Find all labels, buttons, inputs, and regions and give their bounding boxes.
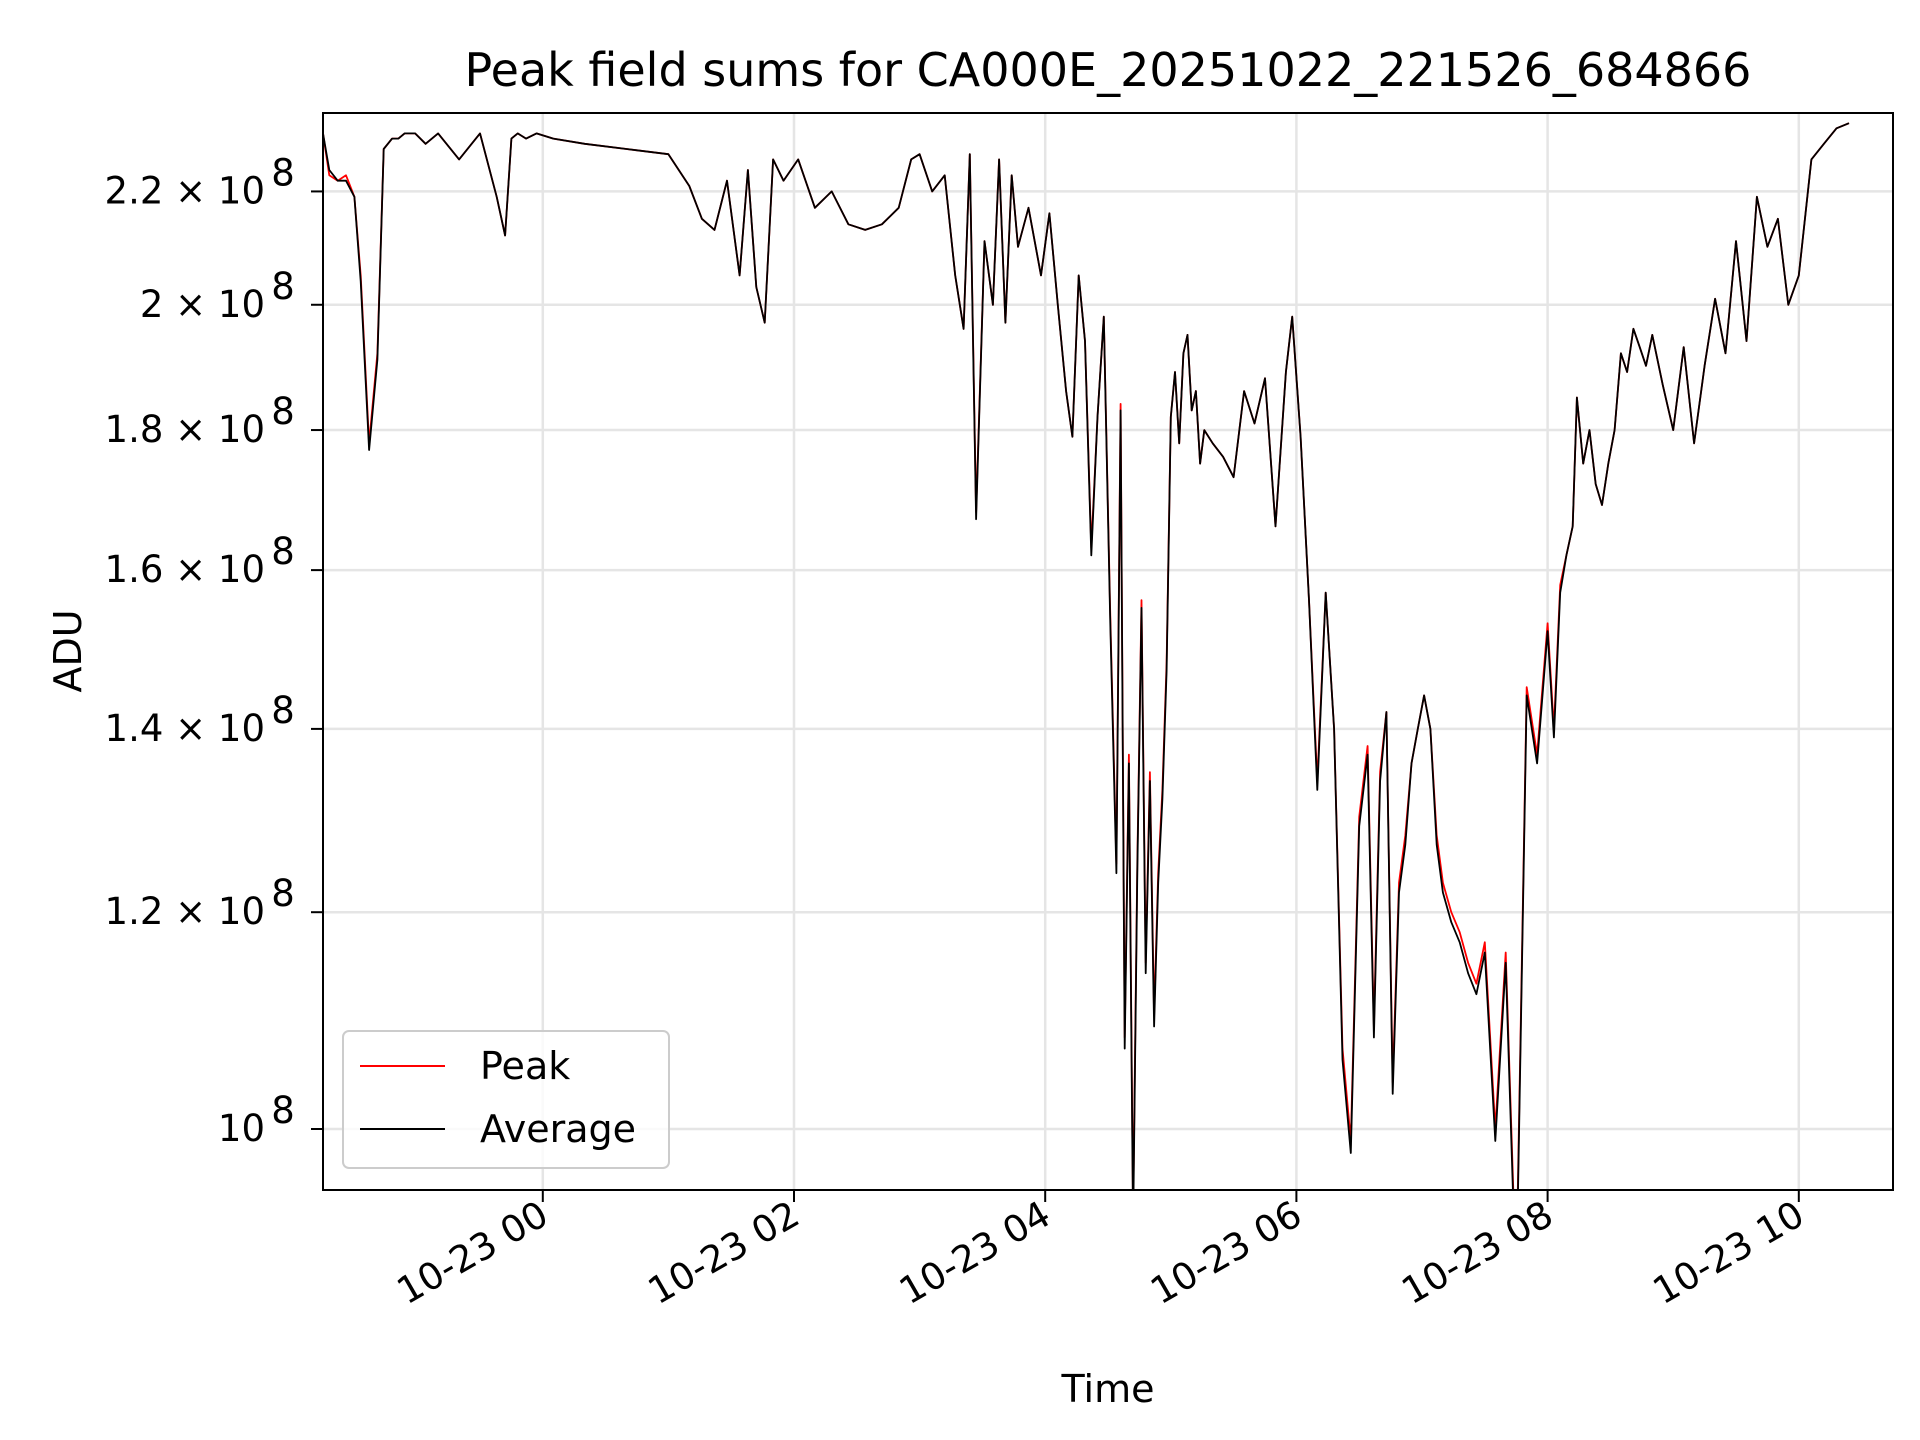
grid-layer (323, 113, 1893, 1190)
plot-area-frame (322, 112, 1894, 1191)
legend: Peak Average (342, 1030, 670, 1169)
y-tick-label: 1.6 × 10 (105, 548, 265, 591)
y-tick-exponent: 8 (271, 689, 295, 732)
series-line-average (323, 122, 1850, 1190)
x-axis-title: Time (1061, 1367, 1155, 1411)
legend-label-average: Average (480, 1107, 636, 1151)
y-tick-exponent: 8 (271, 872, 295, 915)
y-tick-label: 1.8 × 10 (105, 408, 265, 451)
y-tick-exponent: 8 (271, 265, 295, 308)
y-tick-exponent: 8 (271, 530, 295, 573)
y-tick-label: 1.4 × 10 (105, 707, 265, 750)
y-tick-label: 10 (218, 1107, 265, 1150)
y-tick-label: 2.2 × 10 (105, 169, 265, 212)
y-tick-label: 1.2 × 10 (105, 890, 265, 933)
y-tick-label: 2 × 10 (140, 283, 265, 326)
y-tick-exponent: 8 (271, 390, 295, 433)
legend-label-peak: Peak (480, 1044, 570, 1088)
chart-title: Peak field sums for CA000E_20251022_2215… (465, 43, 1752, 97)
y-tick-exponent: 8 (271, 1089, 295, 1132)
y-axis-title: ADU (46, 609, 90, 692)
y-tick-exponent: 8 (271, 151, 295, 194)
series-layer (323, 122, 1850, 1190)
